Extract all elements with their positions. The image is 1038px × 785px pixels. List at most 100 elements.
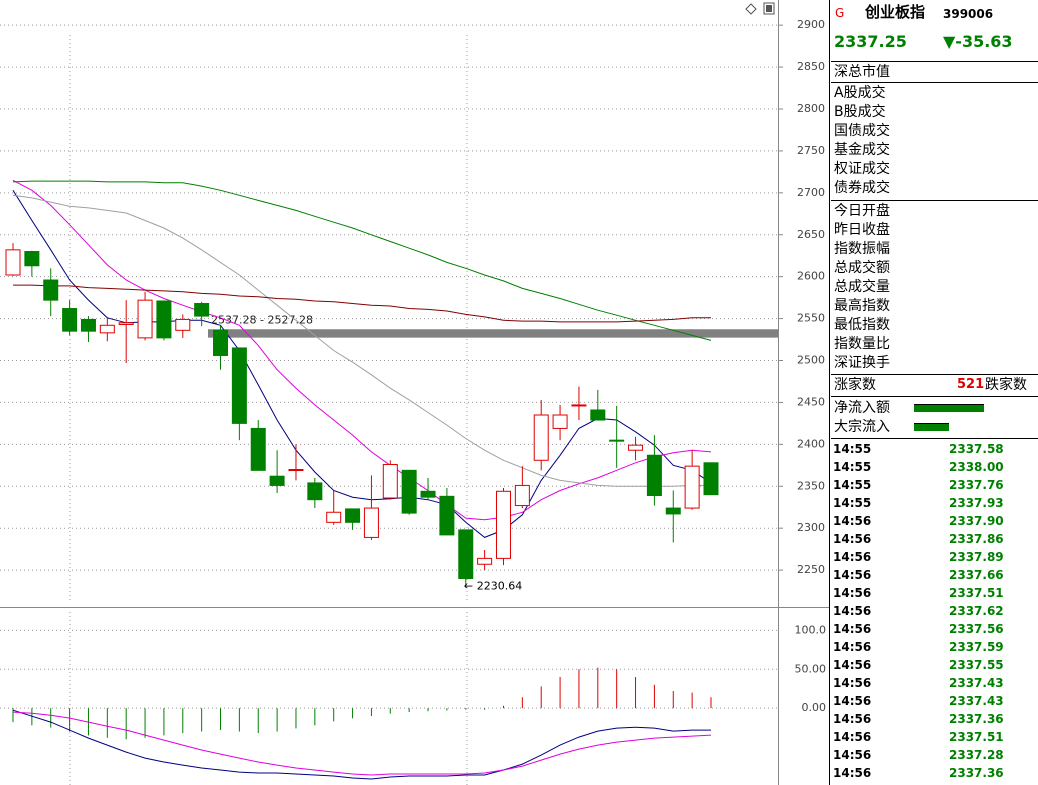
y-tick-label: 2450 (797, 395, 825, 408)
candle-body (420, 490, 436, 498)
turnover-label: 债券成交 (834, 180, 890, 196)
candle-body (345, 508, 361, 523)
candle-body (24, 251, 40, 267)
y-tick-label: 2300 (797, 521, 825, 534)
rise-count: 521 (957, 377, 985, 392)
tick-time: 14:56 (833, 730, 872, 744)
ma-line (12, 194, 711, 487)
turnover-label: A股成交 (834, 85, 886, 101)
y-tick-label: 2700 (797, 186, 825, 199)
y-tick-label: 2250 (797, 563, 825, 576)
stat-label: 最高指数 (834, 298, 890, 314)
flow-bar (914, 404, 984, 412)
change: ▼-35.63 (943, 32, 1013, 51)
tick-time: 14:56 (833, 676, 872, 690)
candle-body (552, 414, 568, 429)
candle-body (477, 557, 493, 565)
turnover-label: B股成交 (834, 104, 886, 120)
tick-price: 2337.90 (949, 514, 1004, 528)
tick-time: 14:56 (833, 622, 872, 636)
tick-price: 2337.28 (949, 748, 1004, 762)
separator (831, 396, 1038, 397)
separator (831, 374, 1038, 375)
tick-time: 14:56 (833, 568, 872, 582)
y-tick-label: 50.00 (795, 662, 827, 675)
tick-price: 2337.51 (949, 730, 1004, 744)
tick-time: 14:55 (833, 442, 872, 456)
tick-time: 14:56 (833, 748, 872, 762)
candle-body (382, 463, 398, 499)
tick-time: 14:56 (833, 766, 872, 780)
candle-body (665, 507, 681, 515)
tick-time: 14:56 (833, 514, 872, 528)
ma-line (12, 180, 712, 341)
tick-time: 14:56 (833, 694, 872, 708)
tick-price: 2338.00 (949, 460, 1004, 474)
y-tick-label: 2550 (797, 312, 825, 325)
stat-label: 昨日收盘 (834, 222, 890, 238)
rise-label: 涨家数 (834, 377, 876, 393)
tick-time: 14:56 (833, 604, 872, 618)
tick-time: 14:55 (833, 460, 872, 474)
candle-body (401, 469, 417, 514)
tick-price: 2337.55 (949, 658, 1004, 672)
price-band (208, 329, 778, 338)
tick-price: 2337.59 (949, 640, 1004, 654)
tick-time: 14:56 (833, 712, 872, 726)
candle-body (326, 511, 342, 523)
candle-body (80, 318, 96, 332)
candle-body (514, 484, 530, 507)
fall-label: 跌家数 (985, 377, 1027, 393)
tick-price: 2337.43 (949, 694, 1004, 708)
indicator-line (12, 709, 711, 780)
candle-body (684, 465, 700, 509)
candle-body (288, 469, 304, 472)
price: 2337.25 (834, 32, 907, 51)
candle-body (571, 404, 587, 407)
candle-body (175, 318, 191, 331)
tick-price: 2337.36 (949, 766, 1004, 780)
candle-body (250, 427, 266, 471)
candle-body (590, 409, 606, 421)
y-tick-label: 2400 (797, 437, 825, 450)
indicator-line (12, 711, 712, 776)
y-tick-label: 2600 (797, 270, 825, 283)
tick-price: 2337.62 (949, 604, 1004, 618)
stat-label: 指数量比 (834, 336, 890, 352)
candle-body (118, 322, 134, 325)
y-tick-label: 2900 (797, 18, 825, 31)
tick-price: 2337.93 (949, 496, 1004, 510)
stat-label: 深证换手 (834, 355, 890, 371)
icon-diamond[interactable] (745, 3, 757, 15)
low-arrow: ← (464, 579, 473, 592)
tick-price: 2337.56 (949, 622, 1004, 636)
tick-price: 2337.66 (949, 568, 1004, 582)
stat-label: 最低指数 (834, 317, 890, 333)
tick-time: 14:56 (833, 658, 872, 672)
candle-body (213, 329, 229, 356)
tick-price: 2337.89 (949, 550, 1004, 564)
candle-body (62, 308, 78, 332)
ma-line (13, 284, 711, 323)
candle-body (43, 279, 59, 301)
candle-body (628, 444, 644, 451)
low-annotation: 2230.64 (477, 579, 522, 592)
candle-body (533, 414, 549, 461)
candle-body (495, 490, 511, 559)
candle-body (194, 303, 210, 317)
candle-body (703, 462, 719, 496)
turnover-label: 国债成交 (834, 123, 890, 139)
candle-body (137, 299, 153, 339)
stat-label: 总成交量 (834, 279, 890, 295)
candle-body (231, 347, 247, 424)
quote-panel: G 创业板指 399006 2337.25 ▼-35.63 深总市值 A股成交 B股成交 国债成… (831, 0, 1038, 785)
turnover-label: 基金成交 (834, 142, 890, 158)
candle-body (156, 300, 172, 339)
flow-label: 净流入额 (834, 400, 890, 416)
y-tick-label: 2800 (797, 102, 825, 115)
tick-price: 2337.76 (949, 478, 1004, 492)
tick-price: 2337.51 (949, 586, 1004, 600)
turnover-label: 权证成交 (834, 161, 890, 177)
